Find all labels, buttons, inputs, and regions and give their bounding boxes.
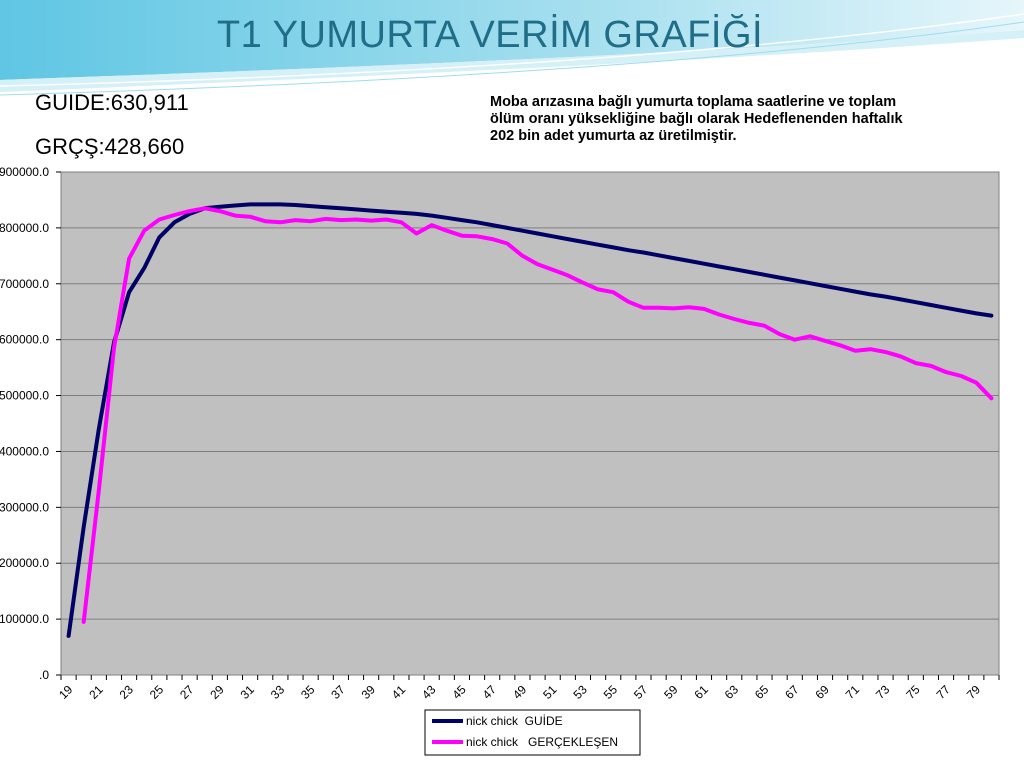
guide-stat: GUIDE:630,911 — [35, 90, 189, 115]
x-tick-label: 39 — [359, 682, 379, 702]
x-tick-label: 49 — [510, 682, 530, 702]
plot-area — [60, 171, 1000, 676]
series-lines — [66, 202, 994, 638]
series-line-guide — [66, 202, 994, 638]
y-tick-label: 500000.0 — [0, 389, 49, 403]
gridlines — [56, 171, 999, 676]
x-tick-label: 37 — [328, 682, 348, 702]
x-tick-label: 57 — [631, 682, 651, 702]
y-tick-label: .0 — [39, 668, 49, 682]
x-tick-label: 61 — [691, 682, 711, 702]
x-axis-ticks — [60, 675, 1000, 680]
legend-label-actual: nick chick GERÇEKLEŞEN — [466, 735, 618, 749]
x-tick-label: 45 — [449, 682, 469, 702]
x-tick-label: 31 — [238, 682, 258, 702]
x-tick-label: 51 — [540, 682, 560, 702]
x-tick-label: 19 — [56, 682, 76, 702]
legend: nick chick GUİDE nick chick GERÇEKLEŞEN — [424, 709, 641, 756]
x-tick-label: 59 — [661, 682, 681, 702]
x-tick-label: 21 — [86, 682, 106, 702]
y-tick-label: 600000.0 — [0, 333, 49, 347]
x-tick-label: 79 — [964, 682, 984, 702]
y-tick-label: 400000.0 — [0, 444, 49, 458]
y-tick-label: 700000.0 — [0, 277, 49, 291]
slide-title: T1 YUMURTA VERİM GRAFİĞİ — [216, 14, 764, 56]
series-line-actual — [81, 206, 994, 624]
x-tick-label: 67 — [782, 682, 802, 702]
header-swoosh-background — [0, 0, 1024, 96]
x-tick-label: 33 — [268, 682, 288, 702]
y-axis-tick-labels: .0 100000.0 200000.0 300000.0 400000.0 500000… — [0, 165, 49, 682]
x-tick-label: 65 — [752, 682, 772, 702]
x-tick-label: 69 — [813, 682, 833, 702]
x-axis-tick-labels: 19 21 23 25 27 29 31 33 35 37 39 41 43 45 47 49 51 53 55 57… — [56, 682, 983, 702]
x-tick-label: 55 — [601, 682, 621, 702]
x-tick-label: 25 — [147, 682, 167, 702]
x-tick-label: 29 — [207, 682, 227, 702]
y-tick-label: 300000.0 — [0, 500, 49, 514]
y-tick-label: 200000.0 — [0, 556, 49, 570]
x-tick-label: 23 — [117, 682, 137, 702]
x-tick-label: 43 — [419, 682, 439, 702]
x-tick-label: 63 — [722, 682, 742, 702]
explanation-note: Moba arızasına bağlı yumurta toplama saa… — [490, 94, 903, 144]
x-tick-label: 75 — [903, 682, 923, 702]
x-tick-label: 53 — [570, 682, 590, 702]
x-tick-label: 73 — [873, 682, 893, 702]
actual-stat: GRÇŞ:428,660 — [35, 134, 185, 159]
x-tick-label: 27 — [177, 682, 197, 702]
y-tick-label: 800000.0 — [0, 221, 49, 235]
x-tick-label: 71 — [843, 682, 863, 702]
x-tick-label: 35 — [298, 682, 318, 702]
legend-label-guide: nick chick GUİDE — [466, 714, 563, 728]
y-tick-label: 900000.0 — [0, 165, 49, 179]
x-tick-label: 47 — [480, 682, 500, 702]
x-tick-label: 77 — [934, 682, 954, 702]
x-tick-label: 41 — [389, 682, 409, 702]
y-tick-label: 100000.0 — [0, 612, 49, 626]
legend-box — [424, 709, 641, 756]
